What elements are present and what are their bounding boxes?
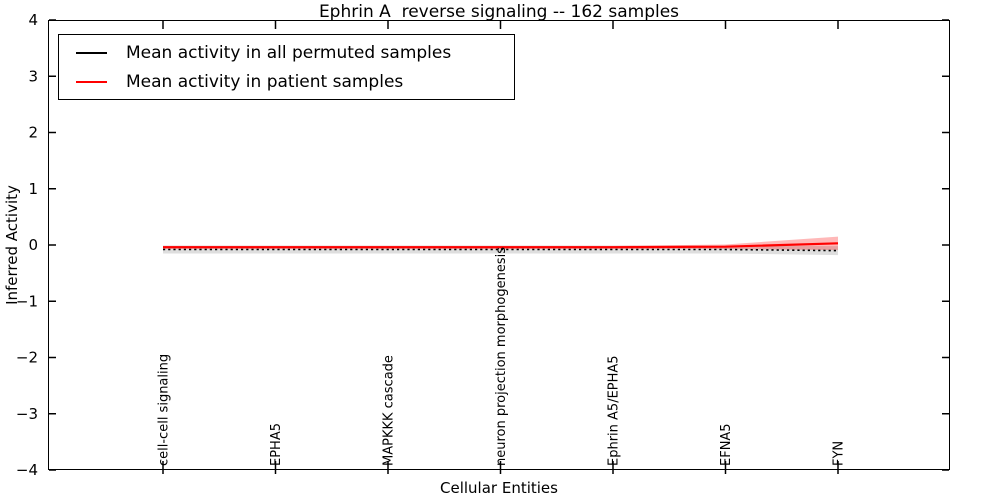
svg-text:3: 3 — [28, 67, 38, 85]
svg-text:MAPKKK cascade: MAPKKK cascade — [382, 355, 397, 466]
legend-label-patient: Mean activity in patient samples — [126, 71, 404, 92]
svg-text:EFNA5: EFNA5 — [719, 423, 734, 466]
y-axis-label: Inferred Activity — [3, 185, 21, 305]
legend-item-permuted: Mean activity in all permuted samples — [59, 38, 514, 67]
legend-item-patient: Mean activity in patient samples — [59, 67, 514, 96]
svg-text:−3: −3 — [16, 405, 38, 423]
legend-line-permuted-icon — [76, 51, 107, 54]
svg-text:cell-cell signaling: cell-cell signaling — [157, 354, 172, 466]
svg-text:Ephrin A5/EPHA5: Ephrin A5/EPHA5 — [607, 355, 622, 466]
plot-svg: 4 3 2 1 0 −1 −2 −3 −4 cell-cell signaling EPHA5 MAP… — [16, 11, 949, 479]
svg-text:2: 2 — [28, 124, 38, 142]
legend: Mean activity in all permuted samples Me… — [58, 34, 515, 100]
legend-line-patient-icon — [76, 80, 107, 83]
svg-text:4: 4 — [28, 11, 38, 29]
svg-text:0: 0 — [28, 236, 38, 254]
svg-text:−1: −1 — [16, 292, 38, 310]
svg-text:−4: −4 — [16, 461, 38, 479]
svg-text:neuron projection morphogenesi: neuron projection morphogenesis — [494, 247, 509, 466]
svg-text:EPHA5: EPHA5 — [269, 423, 284, 466]
x-axis-label: Cellular Entities — [440, 479, 558, 497]
svg-text:FYN: FYN — [832, 441, 847, 466]
svg-text:−2: −2 — [16, 349, 38, 367]
svg-text:1: 1 — [28, 180, 38, 198]
chart-title: Ephrin A reverse signaling -- 162 sample… — [318, 2, 680, 22]
legend-label-permuted: Mean activity in all permuted samples — [126, 42, 452, 63]
